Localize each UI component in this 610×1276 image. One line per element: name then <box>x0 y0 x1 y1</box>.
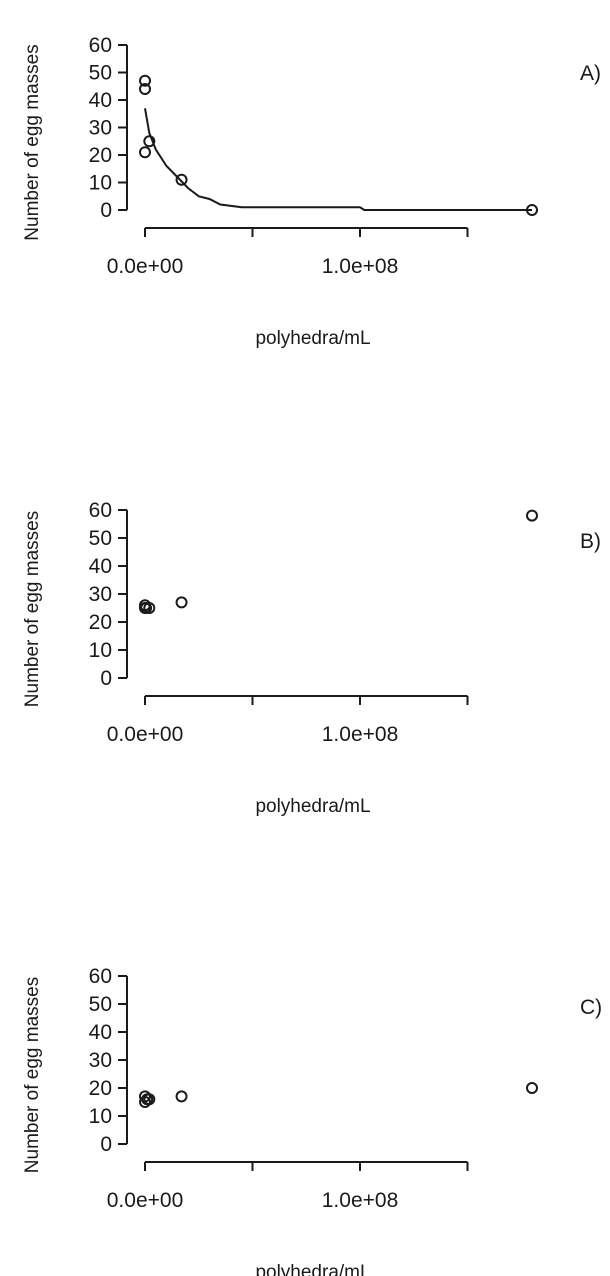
y-tick-label: 60 <box>89 34 112 57</box>
x-tick-label: 0.0e+00 <box>107 1189 184 1212</box>
y-tick-label: 40 <box>89 1021 112 1044</box>
x-axis-title: polyhedra/mL <box>255 796 370 817</box>
y-tick-label: 30 <box>89 1049 112 1072</box>
y-axis-title: Number of egg masses <box>22 511 43 707</box>
y-tick-label: 60 <box>89 499 112 522</box>
panel-label: B) <box>580 530 601 553</box>
data-point <box>139 83 151 95</box>
x-tick-label: 0.0e+00 <box>107 723 184 746</box>
data-point <box>139 146 151 159</box>
y-tick-label: 20 <box>89 611 112 634</box>
y-tick-label: 50 <box>89 527 112 550</box>
y-tick-label: 40 <box>89 89 112 112</box>
data-point <box>526 204 538 216</box>
y-tick-label: 0 <box>100 199 112 222</box>
y-tick-label: 40 <box>89 555 112 578</box>
y-tick-label: 30 <box>89 583 112 606</box>
y-tick-label: 30 <box>89 117 112 140</box>
data-point <box>175 173 188 186</box>
y-tick-label: 10 <box>89 172 112 195</box>
y-tick-label: 10 <box>89 1105 112 1128</box>
y-tick-label: 60 <box>89 965 112 988</box>
y-tick-label: 0 <box>100 1133 112 1156</box>
y-axis-title: Number of egg masses <box>22 977 43 1173</box>
panel-label: A) <box>580 62 601 85</box>
x-tick-label: 1.0e+08 <box>322 255 399 278</box>
data-point <box>143 602 156 614</box>
y-tick-label: 20 <box>89 144 112 167</box>
y-axis-title: Number of egg masses <box>22 44 43 240</box>
data-point <box>139 74 151 87</box>
y-tick-label: 10 <box>89 639 112 662</box>
chart-panel-3: 0 10 20 30 40 50 60 0.0e+00 1.0e+08 polyhedra/mL N… <box>22 965 602 1276</box>
panel-label: C) <box>580 996 602 1019</box>
data-point <box>143 135 156 148</box>
x-tick-label: 0.0e+00 <box>107 255 184 278</box>
data-point <box>526 509 538 522</box>
y-tick-label: 20 <box>89 1077 112 1100</box>
chart-panel-1: 0 10 20 30 40 50 60 0.0e+00 1.0e+08 polyhedra/mL N… <box>22 34 601 349</box>
fit-curve <box>144 108 532 211</box>
y-tick-label: 0 <box>100 667 112 690</box>
data-point <box>143 1093 156 1106</box>
data-point <box>175 596 188 609</box>
x-tick-label: 1.0e+08 <box>322 1189 399 1212</box>
data-point <box>175 1090 188 1103</box>
chart-panel-2: 0 10 20 30 40 50 60 0.0e+00 1.0e+08 polyhedra/mL N… <box>22 499 601 817</box>
x-axis-title: polyhedra/mL <box>255 1262 370 1276</box>
x-axis-title: polyhedra/mL <box>255 328 370 349</box>
x-tick-label: 1.0e+08 <box>322 723 399 746</box>
y-tick-label: 50 <box>89 993 112 1016</box>
y-tick-label: 50 <box>89 62 112 85</box>
data-point <box>526 1082 538 1094</box>
